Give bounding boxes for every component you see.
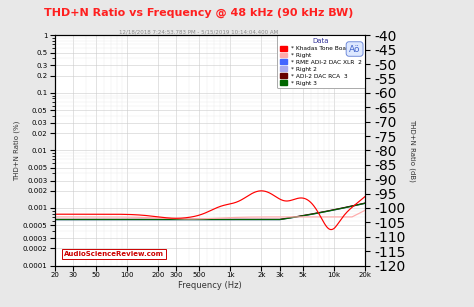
Text: THD+N Ratio vs Frequency @ 48 kHz (90 kHz BW): THD+N Ratio vs Frequency @ 48 kHz (90 kH…: [45, 8, 354, 18]
Y-axis label: THD+N Ratio (%): THD+N Ratio (%): [14, 120, 20, 181]
Y-axis label: THD+N Ratio (dB): THD+N Ratio (dB): [410, 119, 416, 182]
Text: Aö: Aö: [349, 45, 360, 53]
Legend: * Khadas Tone Board, * Right, * RME ADI-2 DAC XLR  2, * Right 2, * ADI-2 DAC RCA: * Khadas Tone Board, * Right, * RME ADI-…: [277, 35, 365, 88]
Text: 12/18/2018 7:24:53.783 PM - 5/15/2019 10:14:04.400 AM: 12/18/2018 7:24:53.783 PM - 5/15/2019 10…: [119, 29, 279, 34]
Text: AudioScienceReview.com: AudioScienceReview.com: [64, 251, 164, 257]
X-axis label: Frequency (Hz): Frequency (Hz): [178, 281, 242, 290]
